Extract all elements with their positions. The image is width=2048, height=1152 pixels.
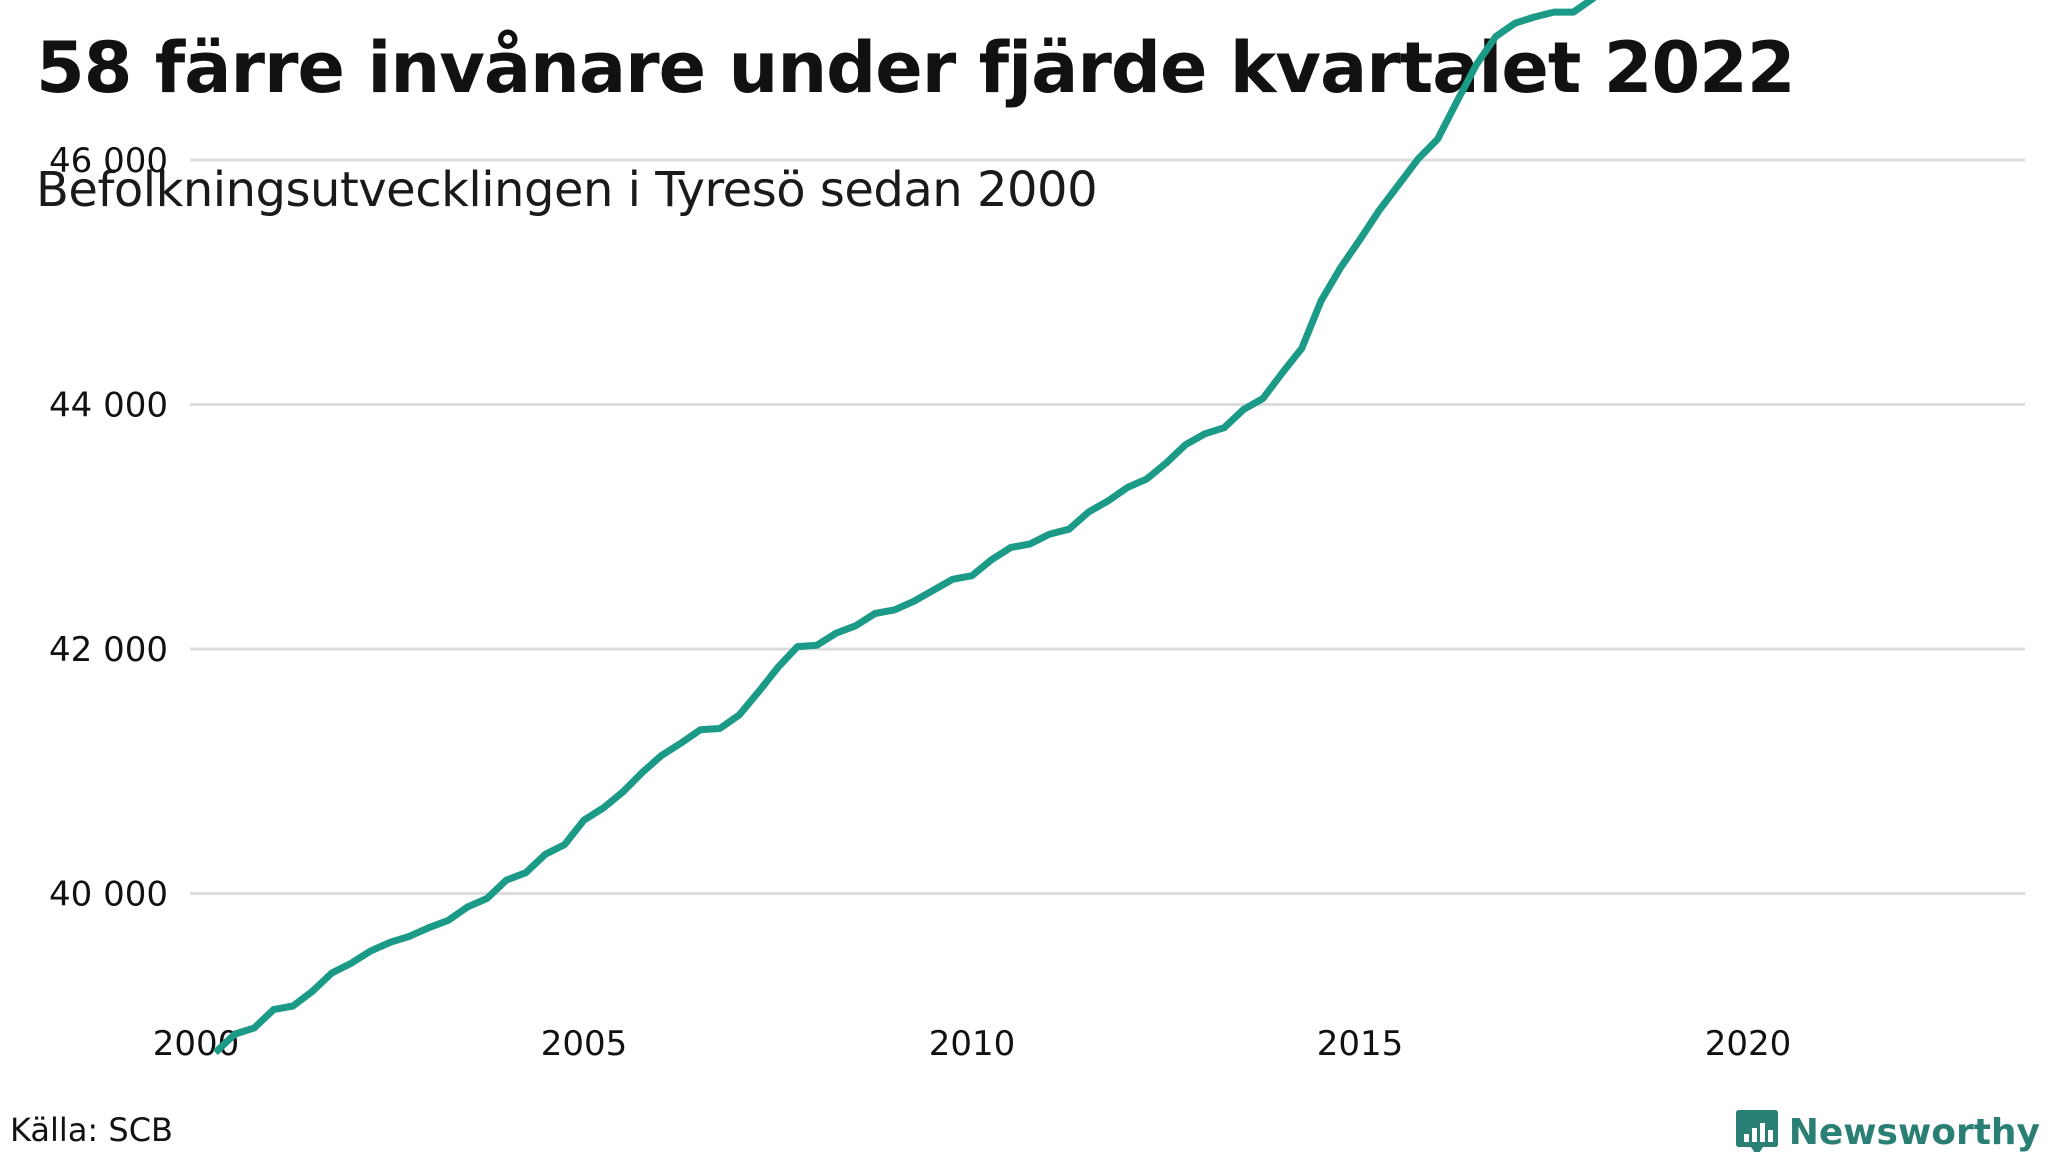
source-credit: Källa: SCB	[10, 1111, 173, 1149]
chart-title: 58 färre invånare under fjärde kvartalet…	[36, 27, 1796, 109]
population-series-line	[212, 0, 1597, 1055]
chart-subtitle: Befolkningsutvecklingen i Tyresö sedan 2…	[36, 162, 1098, 218]
x-axis-tick-labels: 2000 2005 2010 2015 2020	[153, 1024, 1792, 1064]
bar-chart-logo-icon	[1735, 1110, 1778, 1152]
y-tick-label: 44 000	[49, 386, 168, 426]
gridlines	[190, 158, 2025, 895]
x-tick-label: 2005	[541, 1024, 628, 1064]
brand-name: Newsworthy	[1788, 1111, 2040, 1152]
series-layer	[212, 0, 1597, 1055]
x-tick-label: 2010	[929, 1024, 1016, 1064]
brand-logo[interactable]: Newsworthy	[1735, 1104, 2040, 1152]
y-tick-label: 42 000	[49, 630, 168, 670]
x-tick-label: 2020	[1705, 1024, 1792, 1064]
x-tick-label: 2015	[1317, 1024, 1404, 1064]
y-tick-label: 46 000	[49, 141, 168, 181]
y-tick-label: 40 000	[49, 875, 168, 915]
